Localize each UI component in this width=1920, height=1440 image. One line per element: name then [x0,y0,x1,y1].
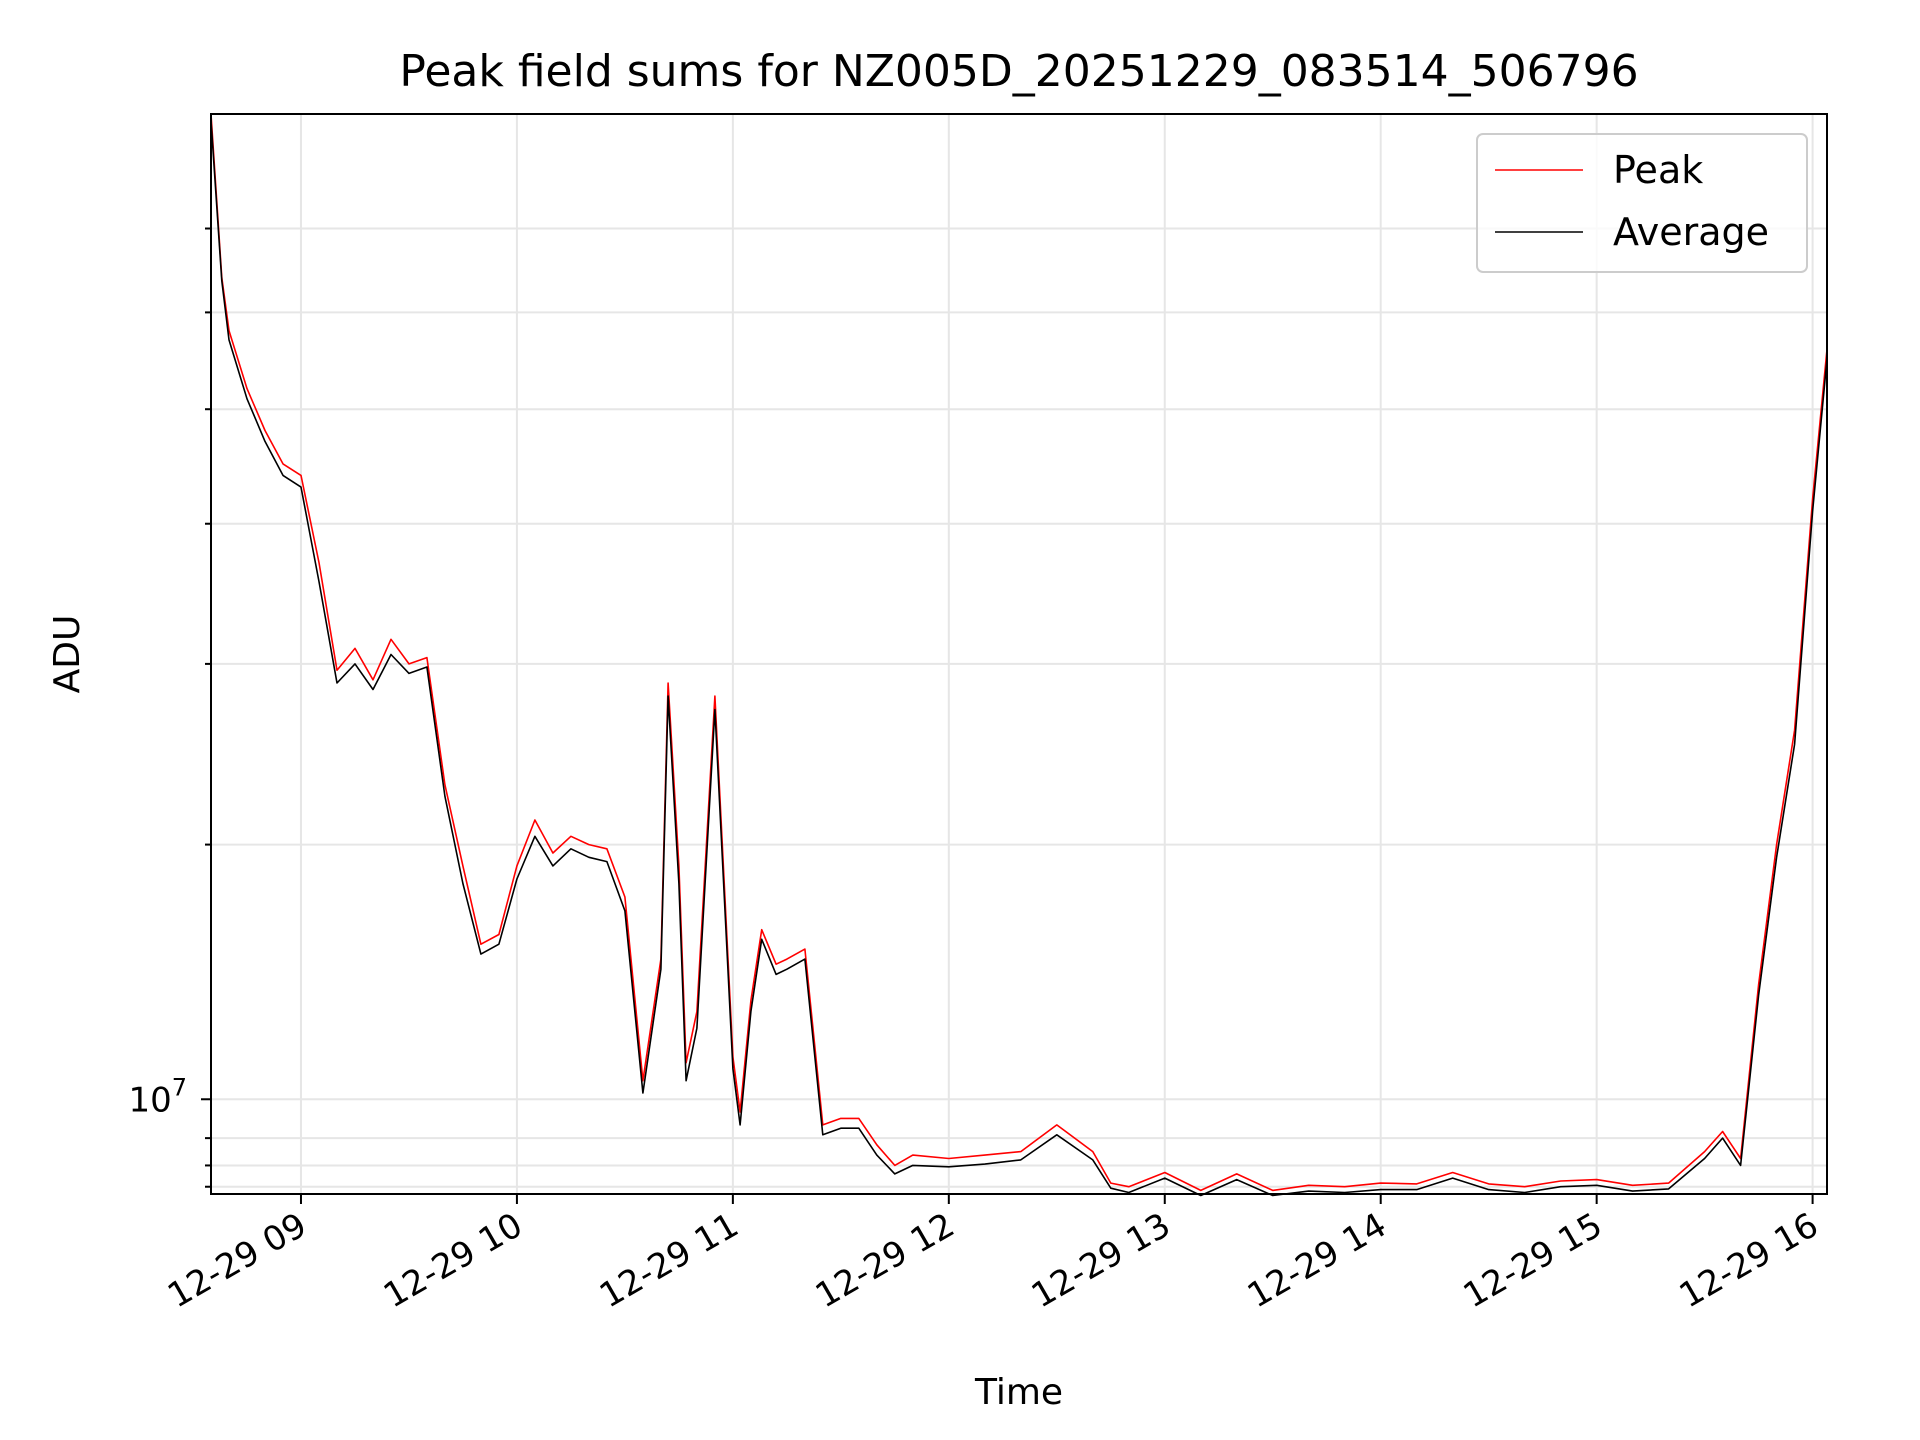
legend-box [1476,133,1808,273]
x-axis-label: Time [974,1372,1063,1413]
series-layer [210,113,1828,1197]
y-tick-label-1e7: 107 [128,1073,187,1120]
series-line-average [210,120,1828,1197]
axis-ticks [201,227,1814,1204]
legend: Peak Average [1476,133,1808,273]
y-axis-label: ADU [47,615,88,694]
series-line-peak [210,113,1828,1192]
y-tick-base: 10 [128,1080,171,1120]
y-tick-exponent: 7 [172,1073,187,1101]
legend-label-peak: Peak [1613,148,1703,192]
plot-frame [210,113,1828,1195]
legend-label-average: Average [1613,210,1769,254]
grid-lines [211,114,1827,1194]
chart-title: Peak field sums for NZ005D_20251229_0835… [399,46,1638,97]
